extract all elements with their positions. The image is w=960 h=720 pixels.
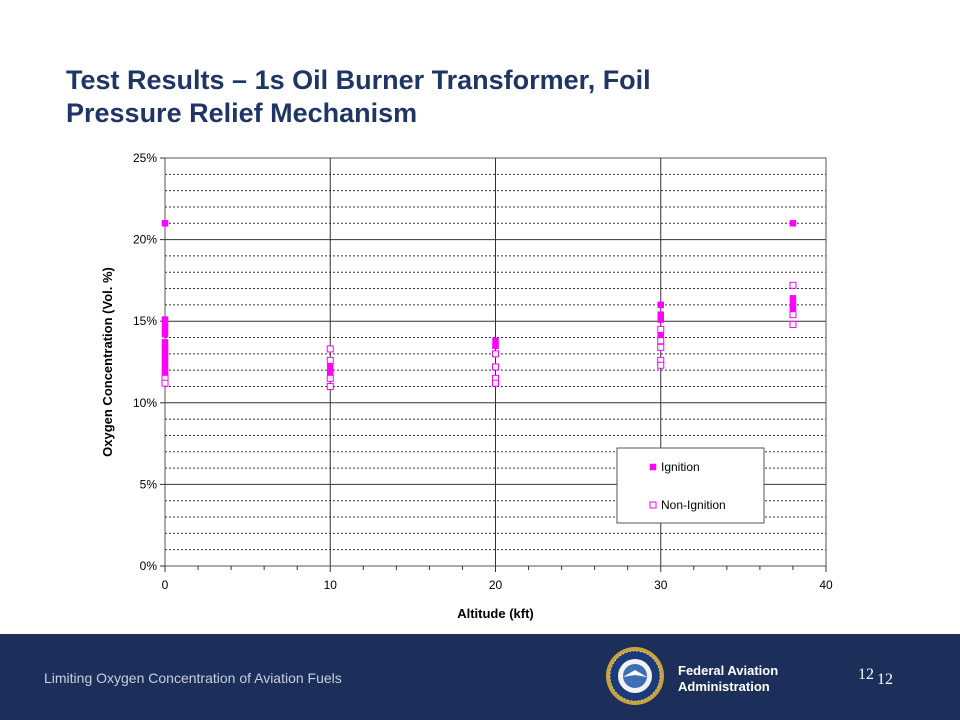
non-ignition-point	[789, 281, 797, 289]
legend-ignition-label: Ignition	[661, 460, 700, 474]
footer-bar	[0, 634, 960, 720]
legend-ignition-marker	[649, 463, 657, 471]
non-ignition-point	[492, 379, 499, 387]
x-tick-label: 20	[489, 578, 503, 592]
slide-title: Test Results – 1s Oil Burner Transformer…	[66, 64, 886, 130]
faa-seal-icon	[606, 647, 664, 705]
ignition-point	[657, 316, 664, 323]
y-tick-label: 0%	[140, 559, 158, 573]
non-ignition-point	[657, 343, 665, 351]
ignition-point	[789, 220, 797, 227]
legend-non-ignition-marker	[649, 501, 657, 509]
footer-caption: Limiting Oxygen Concentration of Aviatio…	[44, 670, 342, 686]
ignition-point	[161, 220, 169, 227]
y-tick-label: 15%	[133, 314, 157, 328]
ignition-point	[161, 331, 169, 338]
legend-box	[616, 447, 765, 524]
non-ignition-point	[492, 363, 499, 371]
x-axis-label: Altitude (kft)	[457, 606, 534, 621]
non-ignition-point	[789, 311, 797, 319]
y-tick-label: 20%	[133, 233, 157, 247]
x-tick-label: 40	[819, 578, 833, 592]
agency-name-line2: Administration	[678, 679, 770, 694]
chart-series	[161, 220, 797, 390]
slide-title-line1: Test Results – 1s Oil Burner Transformer…	[66, 65, 651, 95]
non-ignition-point	[657, 361, 665, 369]
x-tick-label: 10	[324, 578, 338, 592]
non-ignition-point	[492, 350, 499, 358]
y-axis-ticks: 0% 5% 10% 15% 20% 25%	[133, 151, 165, 573]
agency-name: Federal Aviation Administration	[678, 663, 818, 695]
non-ignition-point	[657, 325, 665, 333]
y-axis-label: Oxygen Concentration (Vol. %)	[100, 267, 115, 457]
non-ignition-point	[326, 345, 334, 353]
legend-non-ignition-label: Non-Ignition	[661, 498, 726, 512]
non-ignition-point	[657, 337, 665, 345]
ignition-point	[657, 301, 664, 309]
y-tick-label: 10%	[133, 396, 157, 410]
ignition-point	[789, 295, 797, 302]
non-ignition-point	[326, 374, 334, 382]
x-axis-ticks: 0 10 20 30 40	[162, 566, 833, 592]
x-tick-label: 30	[654, 578, 668, 592]
x-tick-label: 0	[162, 578, 169, 592]
scatter-chart: 0 10 20 30 40 0% 5% 10% 15% 20% 25% Altitude (kft…	[100, 151, 833, 621]
y-tick-label: 25%	[133, 151, 157, 165]
agency-name-line1: Federal Aviation	[678, 663, 779, 678]
page-number: 12	[858, 666, 874, 683]
chart-legend: Ignition Non-Ignition	[616, 447, 765, 524]
ignition-point	[492, 342, 499, 349]
non-ignition-point	[326, 382, 334, 390]
non-ignition-point	[326, 356, 334, 364]
page-number-repeat: 12	[877, 671, 893, 688]
y-tick-label: 5%	[140, 477, 158, 491]
slide-title-line2: Pressure Relief Mechanism	[66, 98, 418, 128]
non-ignition-point	[789, 320, 797, 328]
non-ignition-point	[161, 379, 169, 387]
